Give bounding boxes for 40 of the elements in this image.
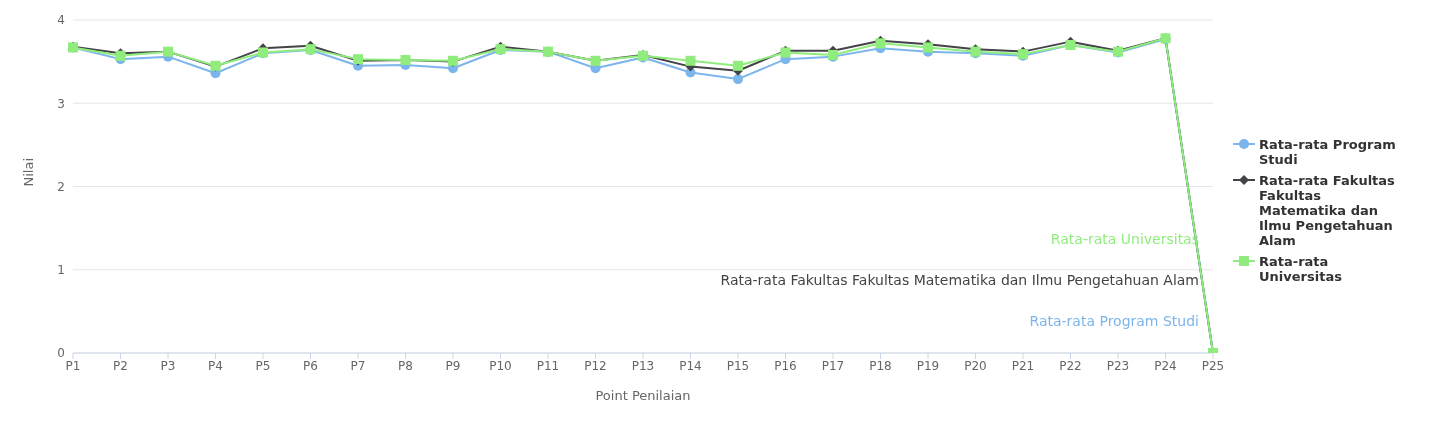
y-tick-label: 2 [57, 179, 65, 194]
x-tick-label: P8 [398, 358, 413, 373]
x-tick-label: P4 [208, 358, 223, 373]
y-tick-label: 3 [57, 96, 65, 111]
x-tick-label: P16 [774, 358, 797, 373]
y-axis-title: Nilai [20, 157, 36, 187]
x-tick-label: P19 [916, 358, 940, 373]
y-tick-label: 0 [57, 346, 65, 361]
text: Rata-rata Program Studi [1029, 313, 1199, 329]
x-tick-label: P2 [113, 358, 128, 373]
x-tick-label: P12 [584, 358, 607, 373]
point [685, 55, 696, 66]
x-tick-label: P18 [869, 358, 892, 373]
x-tick-label: P13 [631, 358, 655, 373]
x-axis-title: Point Penilaian [595, 388, 691, 403]
point [733, 74, 743, 85]
y-tick-label: 4 [57, 13, 65, 28]
x-tick-label: P10 [489, 358, 512, 373]
y-tick-label: 1 [57, 263, 65, 278]
x-tick-label: P22 [1059, 358, 1082, 373]
x-tick-label: P24 [1154, 358, 1177, 373]
x-tick-label: P11 [536, 358, 560, 373]
x-tick-label: P23 [1106, 358, 1130, 373]
point [733, 60, 743, 71]
x-tick-label: P7 [350, 358, 366, 373]
x-tick-label: P5 [255, 358, 271, 373]
x-tick-label: P3 [160, 358, 176, 373]
x-tick-label: P17 [821, 358, 845, 373]
x-tick-label: P6 [303, 358, 318, 373]
text: Rata-rata Fakultas Fakultas Matematika dan Ilmu Pengetahuan Alam [720, 272, 1199, 288]
x-tick-label: P25 [1201, 358, 1225, 373]
legend-label: Rata-rata Program Studi [1259, 136, 1397, 167]
x-tick-label: P21 [1011, 358, 1035, 373]
x-tick-label: P9 [445, 358, 461, 373]
x-tick-label: P14 [679, 358, 702, 373]
x-tick-label: P15 [726, 358, 750, 373]
legend-label: Rata-rata Fakultas Fakultas Matematika dan Ilmu Pengetahuan Alam [1259, 172, 1396, 248]
legend-label: Rata-rata Universitas [1259, 253, 1343, 284]
x-tick-label: P1 [65, 358, 81, 373]
x-tick-label: P20 [964, 358, 987, 373]
